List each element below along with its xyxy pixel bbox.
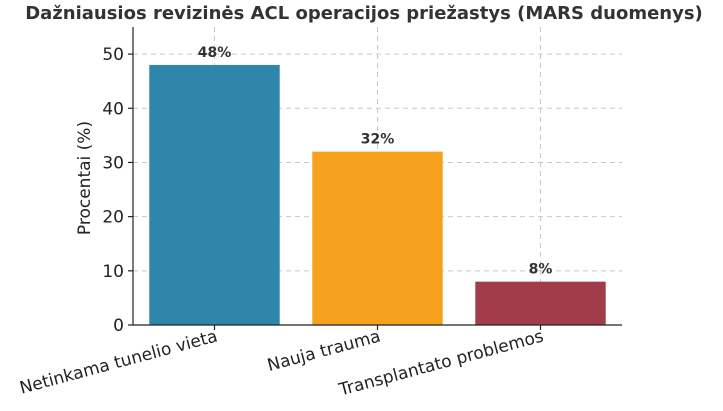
bar-data-label: 32% (361, 132, 395, 148)
bar (312, 151, 443, 325)
y-tick-label: 30 (102, 153, 124, 173)
bar (149, 64, 280, 325)
bar-data-label: 48% (198, 45, 232, 61)
chart-title: Dažniausios revizinės ACL operacijos pri… (25, 3, 703, 24)
y-tick-label: 20 (102, 208, 124, 228)
y-tick-label: 0 (113, 316, 124, 336)
bar (475, 281, 606, 325)
y-axis-label: Procentai (%) (75, 121, 95, 235)
x-tick-label: Nauja trauma (265, 327, 382, 376)
bars (149, 64, 606, 325)
bar-data-label: 8% (529, 262, 553, 278)
x-tick-label: Netinkama tunelio vieta (18, 327, 220, 399)
y-tick-label: 50 (102, 45, 124, 65)
y-tick-label: 10 (102, 262, 124, 282)
data-labels: 48% 32% 8% (198, 45, 553, 278)
y-tick-label: 40 (102, 99, 124, 119)
